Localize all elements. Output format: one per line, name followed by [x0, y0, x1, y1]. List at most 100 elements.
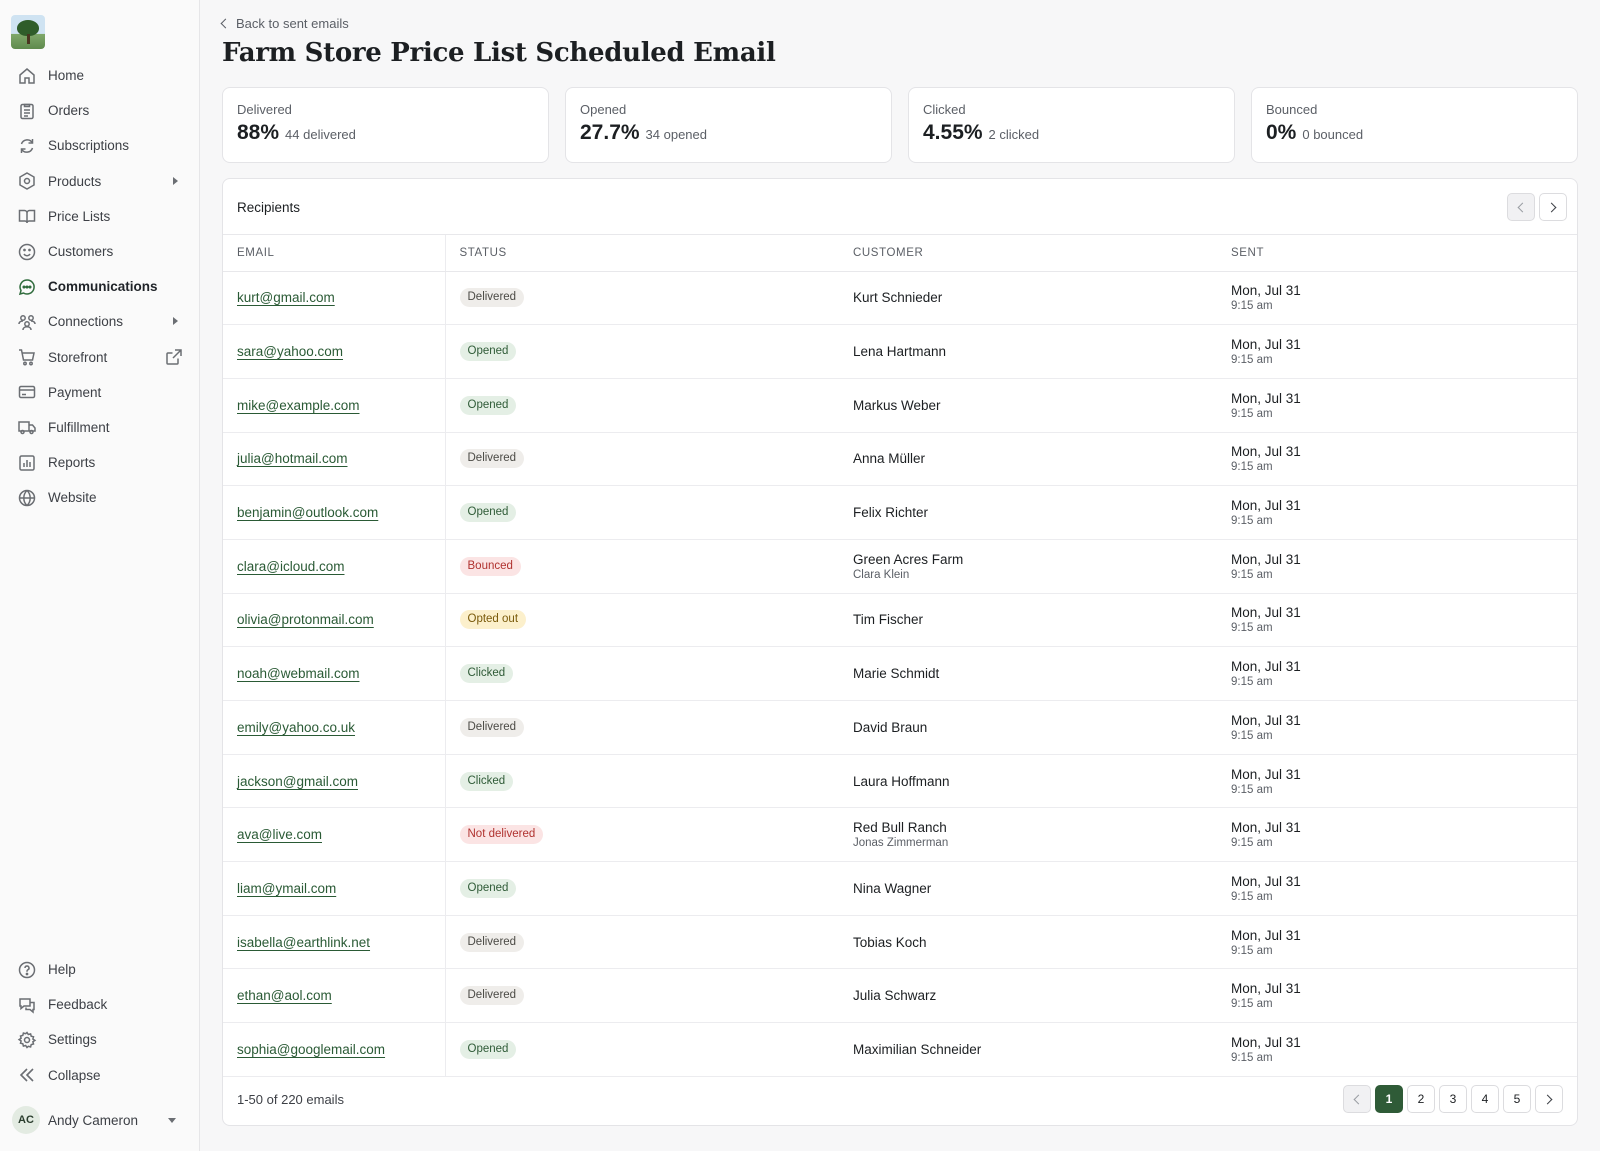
sidebar-item-website[interactable]: Website	[0, 480, 200, 515]
cart-icon	[16, 346, 38, 368]
page-button-5[interactable]: 5	[1503, 1085, 1531, 1113]
email-link[interactable]: sophia@googlemail.com	[237, 1041, 386, 1057]
page-button-1[interactable]: 1	[1375, 1085, 1403, 1113]
email-link[interactable]: emily@yahoo.co.uk	[237, 719, 356, 735]
customer-cell: Felix Richter	[839, 485, 1217, 540]
sidebar-item-label: Website	[48, 490, 97, 506]
status-badge: Clicked	[459, 664, 514, 684]
status-cell: Opened	[445, 1022, 839, 1077]
page-button-2[interactable]: 2	[1407, 1085, 1435, 1113]
page-button-3[interactable]: 3	[1439, 1085, 1467, 1113]
email-link[interactable]: noah@webmail.com	[237, 666, 360, 682]
credit-card-icon	[16, 381, 38, 403]
sidebar-item-payment[interactable]: Payment	[0, 375, 200, 410]
pagination-prev-button[interactable]	[1343, 1085, 1371, 1113]
sidebar-item-label: Subscriptions	[48, 138, 130, 154]
email-link[interactable]: sara@yahoo.com	[237, 344, 344, 360]
table-row[interactable]: liam@ymail.com Opened Nina Wagner Mon, Jul …	[223, 861, 1577, 916]
table-row[interactable]: mike@example.com Opened Markus Weber Mon, J…	[223, 378, 1577, 433]
app-logo[interactable]	[11, 15, 45, 49]
email-cell: ava@live.com	[223, 807, 446, 863]
table-row[interactable]: isabella@earthlink.net Delivered Tobias Ko…	[223, 915, 1577, 970]
stat-value: 0%	[1266, 121, 1297, 144]
sent-time: 9:15 am	[1231, 729, 1273, 742]
column-header-sent[interactable]: SENT	[1217, 235, 1577, 272]
sidebar-item-home[interactable]: Home	[0, 58, 200, 93]
sidebar-item-products[interactable]: Products	[0, 164, 200, 199]
chevron-right-icon	[173, 176, 178, 185]
sidebar-item-orders[interactable]: Orders	[0, 93, 200, 128]
email-link[interactable]: isabella@earthlink.net	[237, 934, 371, 950]
email-cell: clara@icloud.com	[223, 539, 446, 594]
table-row[interactable]: kurt@gmail.com Delivered Kurt Schnieder Mon…	[223, 271, 1577, 326]
email-link[interactable]: olivia@protonmail.com	[237, 612, 374, 628]
table-row[interactable]: ava@live.com Not delivered Red Bull Ranch J…	[223, 807, 1577, 863]
stat-card-bounced: Bounced 0% 0 bounced	[1251, 87, 1578, 163]
customer-cell: Green Acres Farm Clara Klein	[839, 539, 1217, 594]
sent-date: Mon, Jul 31	[1231, 712, 1301, 728]
table-row[interactable]: olivia@protonmail.com Opted out Tim Fische…	[223, 593, 1577, 648]
sidebar-item-connections[interactable]: Connections	[0, 304, 200, 339]
email-link[interactable]: kurt@gmail.com	[237, 290, 335, 306]
pagination-next-button[interactable]	[1535, 1085, 1563, 1113]
sidebar-item-subscriptions[interactable]: Subscriptions	[0, 128, 200, 163]
email-link[interactable]: benjamin@outlook.com	[237, 505, 379, 521]
table-row[interactable]: emily@yahoo.co.uk Delivered David Braun Mon…	[223, 700, 1577, 755]
main-nav: Home Orders Subscriptions Products Price Lis…	[0, 58, 200, 515]
next-button[interactable]	[1539, 193, 1567, 221]
stat-card-clicked: Clicked 4.55% 2 clicked	[908, 87, 1235, 163]
sidebar-item-customers[interactable]: Customers	[0, 234, 200, 269]
sidebar-item-reports[interactable]: Reports	[0, 445, 200, 480]
stat-card-opened: Opened 27.7% 34 opened	[565, 87, 892, 163]
sidebar-item-price-lists[interactable]: Price Lists	[0, 199, 200, 234]
page-button-4[interactable]: 4	[1471, 1085, 1499, 1113]
stat-label: Delivered	[237, 102, 292, 117]
sidebar-item-label: Connections	[48, 314, 124, 330]
sidebar-item-label: Reports	[48, 455, 96, 471]
table-row[interactable]: ethan@aol.com Delivered Julia Schwarz Mon, …	[223, 968, 1577, 1024]
sidebar: Home Orders Subscriptions Products Price Lis…	[0, 0, 200, 1151]
column-header-customer[interactable]: CUSTOMER	[839, 235, 1217, 272]
bar-chart-icon	[16, 452, 38, 474]
email-link[interactable]: ethan@aol.com	[237, 988, 332, 1004]
help-icon	[16, 959, 38, 981]
customer-cell: Markus Weber	[839, 378, 1217, 433]
people-icon	[16, 311, 38, 333]
user-menu[interactable]: AC Andy Cameron	[12, 1106, 192, 1134]
status-badge: Opened	[459, 342, 517, 362]
external-link-icon[interactable]	[164, 347, 184, 367]
table-row[interactable]: sara@yahoo.com Opened Lena Hartmann Mon, Ju…	[223, 324, 1577, 379]
sidebar-item-fulfillment[interactable]: Fulfillment	[0, 410, 200, 445]
email-link[interactable]: liam@ymail.com	[237, 880, 337, 896]
email-link[interactable]: ava@live.com	[237, 827, 322, 843]
email-link[interactable]: jackson@gmail.com	[237, 773, 358, 789]
email-link[interactable]: clara@icloud.com	[237, 558, 345, 574]
sidebar-item-storefront[interactable]: Storefront	[0, 340, 200, 375]
table-row[interactable]: benjamin@outlook.com Opened Felix Richter M…	[223, 485, 1577, 540]
table-row[interactable]: clara@icloud.com Bounced Green Acres Farm C…	[223, 539, 1577, 594]
sidebar-item-collapse[interactable]: Collapse	[0, 1058, 200, 1093]
email-link[interactable]: mike@example.com	[237, 397, 360, 413]
email-cell: julia@hotmail.com	[223, 432, 446, 487]
back-link[interactable]: Back to sent emails	[220, 16, 349, 31]
column-header-status[interactable]: STATUS	[445, 235, 839, 272]
sidebar-item-label: Customers	[48, 244, 114, 260]
prev-button[interactable]	[1507, 193, 1535, 221]
sidebar-item-feedback[interactable]: Feedback	[0, 987, 200, 1022]
sidebar-item-settings[interactable]: Settings	[0, 1022, 200, 1057]
stat-sub: 34 opened	[645, 127, 707, 142]
table-row[interactable]: jackson@gmail.com Clicked Laura Hoffmann Mo…	[223, 754, 1577, 809]
customer-name: Marie Schmidt	[853, 666, 940, 682]
table-row[interactable]: sophia@googlemail.com Opened Maximilian Sc…	[223, 1022, 1577, 1077]
recipients-table: EMAIL STATUS CUSTOMER SENT kurt@gmail.co…	[223, 235, 1577, 1077]
email-link[interactable]: julia@hotmail.com	[237, 451, 348, 467]
sidebar-item-help[interactable]: Help	[0, 952, 200, 987]
status-cell: Opened	[445, 378, 839, 433]
email-cell: sophia@googlemail.com	[223, 1022, 446, 1077]
table-row[interactable]: noah@webmail.com Clicked Marie Schmidt Mon,…	[223, 646, 1577, 701]
sidebar-item-communications[interactable]: Communications	[0, 269, 200, 304]
sent-time: 9:15 am	[1231, 890, 1273, 903]
table-row[interactable]: julia@hotmail.com Delivered Anna Müller Mon…	[223, 432, 1577, 487]
column-header-email[interactable]: EMAIL	[223, 235, 446, 272]
status-badge: Opened	[459, 1039, 517, 1059]
